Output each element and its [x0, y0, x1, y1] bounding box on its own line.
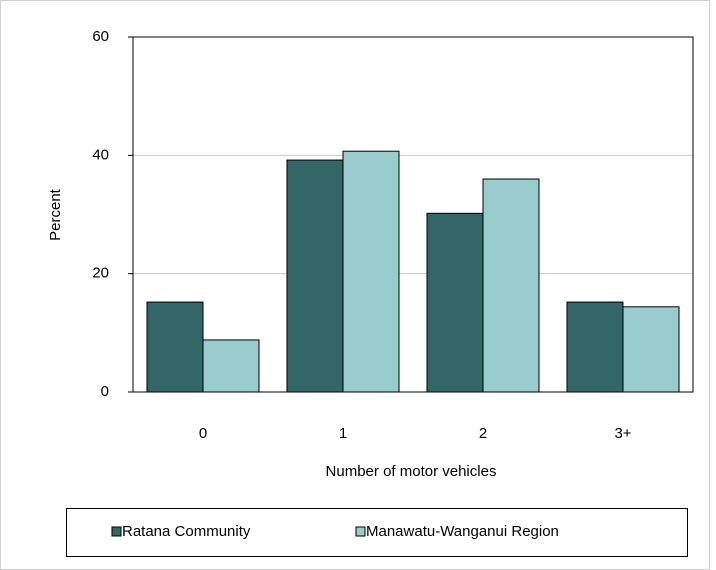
bar [286, 159, 344, 393]
bar [146, 301, 204, 393]
bar [622, 306, 680, 393]
x-axis-label: Number of motor vehicles [326, 463, 497, 480]
legend-swatch [355, 526, 366, 537]
legend-label: Ratana Community [122, 523, 251, 540]
x-tick-label: 2 [479, 425, 487, 442]
y-tick-label: 20 [92, 265, 109, 282]
y-axis-label: Percent [47, 188, 64, 241]
bar [342, 150, 400, 393]
bar [426, 212, 484, 393]
legend [66, 508, 688, 557]
y-tick-label: 0 [101, 383, 109, 400]
y-tick-label: 40 [92, 146, 109, 163]
bar [482, 178, 540, 393]
bar [202, 339, 260, 393]
plot-area [132, 36, 694, 393]
x-tick-label: 3+ [614, 425, 631, 442]
x-tick-label: 0 [199, 425, 207, 442]
legend-label: Manawatu-Wanganui Region [366, 523, 559, 540]
legend-swatch [111, 526, 122, 537]
x-tick-label: 1 [339, 425, 347, 442]
bar [566, 301, 624, 393]
y-tick-label: 60 [92, 28, 109, 45]
